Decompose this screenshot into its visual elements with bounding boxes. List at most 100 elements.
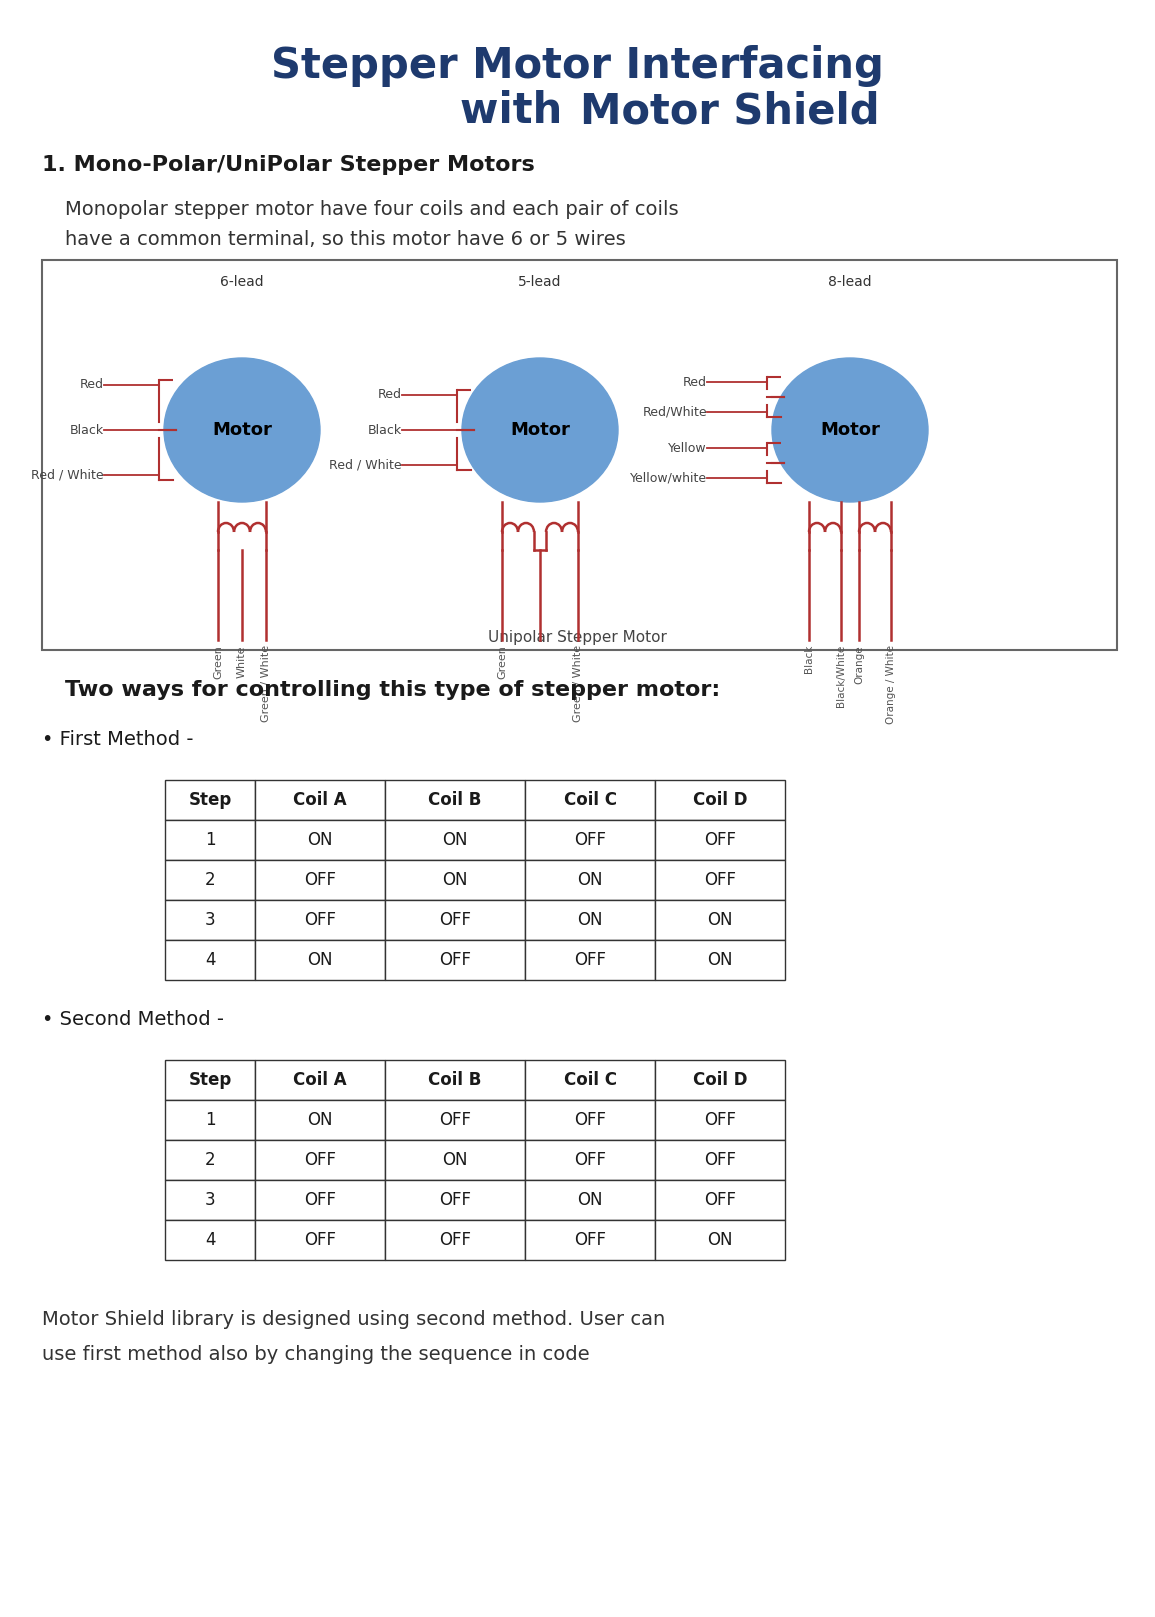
Bar <box>526 901 655 939</box>
Text: OFF: OFF <box>304 1151 336 1169</box>
Text: 2: 2 <box>204 1151 215 1169</box>
Text: OFF: OFF <box>439 1192 471 1210</box>
Text: Motor: Motor <box>213 420 271 438</box>
Text: Coil A: Coil A <box>293 791 346 808</box>
Bar <box>255 939 385 980</box>
Text: 8-lead: 8-lead <box>828 275 872 289</box>
Text: Coil B: Coil B <box>429 1070 482 1088</box>
Text: Coil D: Coil D <box>693 791 747 808</box>
Text: ON: ON <box>442 831 468 849</box>
Text: 1: 1 <box>204 831 215 849</box>
Bar <box>385 1061 526 1100</box>
Text: Green / White: Green / White <box>261 645 271 723</box>
Text: Red / White: Red / White <box>31 469 104 482</box>
Text: 3: 3 <box>204 910 215 930</box>
Bar <box>655 779 785 820</box>
Text: OFF: OFF <box>705 831 736 849</box>
Bar <box>655 1100 785 1140</box>
Bar <box>165 779 255 820</box>
Bar <box>655 1180 785 1219</box>
Text: OFF: OFF <box>439 1231 471 1248</box>
Text: Stepper Motor Interfacing: Stepper Motor Interfacing <box>270 45 884 87</box>
Text: OFF: OFF <box>574 1231 606 1248</box>
Bar <box>255 820 385 860</box>
Bar <box>255 1180 385 1219</box>
Text: Motor: Motor <box>511 420 569 438</box>
Text: Coil B: Coil B <box>429 791 482 808</box>
Text: Red: Red <box>378 388 402 401</box>
Bar <box>255 1100 385 1140</box>
Text: OFF: OFF <box>574 1111 606 1129</box>
Text: Black/White: Black/White <box>836 645 845 707</box>
Text: Motor: Motor <box>820 420 880 438</box>
Bar <box>385 779 526 820</box>
Text: • Second Method -: • Second Method - <box>42 1011 224 1028</box>
Bar <box>385 1219 526 1260</box>
Text: ON: ON <box>707 951 732 969</box>
Text: ON: ON <box>707 1231 732 1248</box>
Text: Orange / White: Orange / White <box>886 645 896 724</box>
Text: OFF: OFF <box>304 1231 336 1248</box>
Bar <box>655 1140 785 1180</box>
Text: have a common terminal, so this motor have 6 or 5 wires: have a common terminal, so this motor ha… <box>65 230 626 249</box>
Bar <box>255 901 385 939</box>
Text: ON: ON <box>307 951 333 969</box>
Text: OFF: OFF <box>439 910 471 930</box>
Text: ON: ON <box>307 831 333 849</box>
Text: OFF: OFF <box>574 1151 606 1169</box>
Bar <box>526 1219 655 1260</box>
Bar <box>385 1100 526 1140</box>
Text: ON: ON <box>578 872 603 889</box>
Bar <box>255 1061 385 1100</box>
Text: Two ways for controlling this type of stepper motor:: Two ways for controlling this type of st… <box>65 681 721 700</box>
Bar <box>165 820 255 860</box>
Text: Orange: Orange <box>854 645 864 684</box>
Bar <box>526 1061 655 1100</box>
Text: use first method also by changing the sequence in code: use first method also by changing the se… <box>42 1345 589 1365</box>
Bar <box>255 1219 385 1260</box>
Text: 4: 4 <box>204 951 215 969</box>
Bar <box>526 939 655 980</box>
Bar <box>385 820 526 860</box>
Text: Coil D: Coil D <box>693 1070 747 1088</box>
Bar <box>255 1140 385 1180</box>
Bar <box>165 1100 255 1140</box>
Text: • First Method -: • First Method - <box>42 729 194 749</box>
Text: 1: 1 <box>204 1111 215 1129</box>
Text: with: with <box>460 91 578 133</box>
Text: OFF: OFF <box>705 872 736 889</box>
Text: OFF: OFF <box>705 1111 736 1129</box>
Text: Green: Green <box>497 645 507 679</box>
Bar <box>655 860 785 901</box>
Text: Step: Step <box>188 1070 232 1088</box>
Text: ON: ON <box>442 1151 468 1169</box>
Bar <box>385 901 526 939</box>
Text: 2: 2 <box>204 872 215 889</box>
Bar <box>526 860 655 901</box>
Bar <box>165 860 255 901</box>
Text: OFF: OFF <box>439 951 471 969</box>
Text: Monopolar stepper motor have four coils and each pair of coils: Monopolar stepper motor have four coils … <box>65 201 679 218</box>
Text: Motor Shield library is designed using second method. User can: Motor Shield library is designed using s… <box>42 1310 665 1329</box>
Text: Coil C: Coil C <box>564 791 617 808</box>
Text: ON: ON <box>578 910 603 930</box>
Ellipse shape <box>164 357 320 501</box>
Bar <box>385 1140 526 1180</box>
Text: OFF: OFF <box>705 1151 736 1169</box>
Bar <box>385 939 526 980</box>
Text: 5-lead: 5-lead <box>519 275 561 289</box>
Text: ON: ON <box>707 910 732 930</box>
Text: 4: 4 <box>204 1231 215 1248</box>
Text: 6-lead: 6-lead <box>221 275 263 289</box>
Bar <box>655 1219 785 1260</box>
Bar <box>526 1140 655 1180</box>
Bar <box>526 1180 655 1219</box>
Text: Red: Red <box>683 375 707 388</box>
Text: OFF: OFF <box>574 951 606 969</box>
Text: Green / White: Green / White <box>573 645 583 723</box>
Text: OFF: OFF <box>439 1111 471 1129</box>
Bar <box>165 939 255 980</box>
Ellipse shape <box>772 357 927 501</box>
Text: Black: Black <box>69 424 104 437</box>
Text: Yellow/white: Yellow/white <box>629 472 707 485</box>
